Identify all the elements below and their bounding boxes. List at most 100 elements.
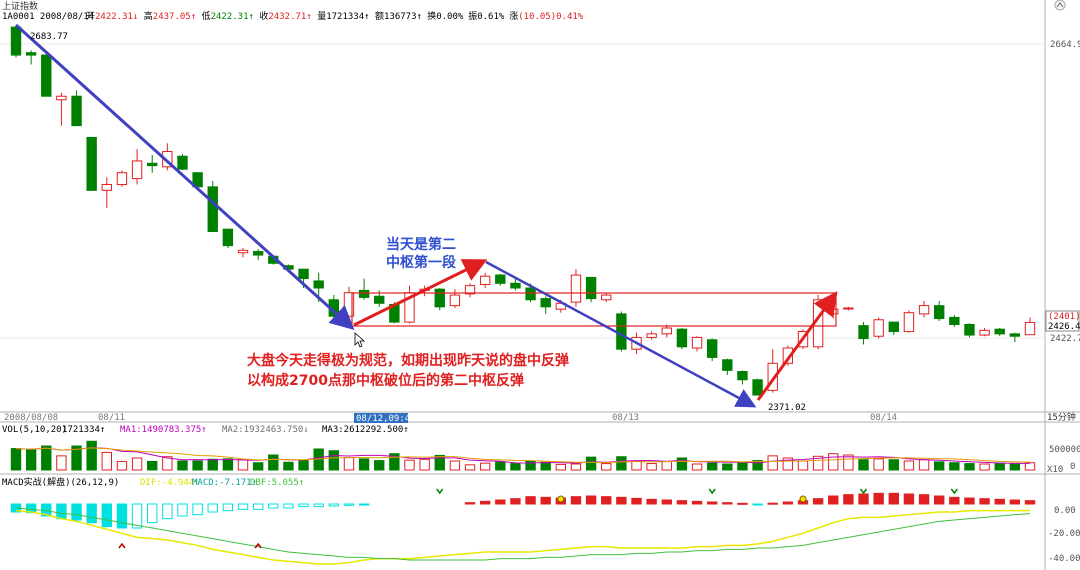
- macd-bar: [313, 503, 324, 508]
- candle-body: [540, 298, 551, 308]
- volume-bar: [737, 461, 748, 471]
- volume-bar: [268, 454, 279, 471]
- macd-legend-dif: DIF:-4.944↑: [140, 478, 200, 488]
- candle-body: [25, 52, 37, 56]
- volume-bar: [525, 460, 536, 471]
- candle-body: [449, 294, 461, 307]
- macd-bar: [298, 503, 309, 508]
- volume-bar: [540, 461, 551, 471]
- vol-tick: 500000: [1049, 445, 1080, 455]
- vol-unit: X10: [1047, 465, 1063, 475]
- volume-bar: [934, 461, 945, 471]
- volume-bar: [328, 450, 340, 471]
- candle-body: [10, 26, 22, 56]
- macd-bar: [358, 503, 370, 506]
- vol-ma2-line: [15, 447, 1031, 464]
- candle-body: [570, 274, 582, 303]
- volume-bar: [10, 448, 22, 471]
- candle-body: [737, 371, 748, 381]
- volume-bar: [479, 462, 491, 471]
- macd-bar: [691, 500, 703, 505]
- x-label-highlight-box: [354, 413, 408, 423]
- volume-bar: [389, 453, 400, 471]
- quote-field-value: (10.05)0.41%: [518, 12, 584, 22]
- macd-bar: [207, 503, 218, 513]
- macd-tick-2: -40.00: [1048, 554, 1080, 564]
- macd-bar: [192, 503, 203, 516]
- volume-bar: [71, 445, 82, 471]
- candle-body: [949, 316, 960, 325]
- candle-body: [177, 155, 188, 170]
- x-label-date-4: 08/14: [870, 413, 897, 423]
- macd-bar: [147, 503, 158, 524]
- volume-bar: [812, 455, 824, 471]
- macd-bar: [979, 498, 990, 505]
- macd-bar: [495, 499, 506, 505]
- volume-bar: [676, 457, 688, 471]
- volume-bar: [192, 460, 203, 471]
- volume-bar: [343, 457, 355, 471]
- macd-bar: [661, 499, 672, 505]
- vol-legend-value: 1721334↑: [62, 425, 105, 435]
- candle-body: [131, 160, 143, 180]
- volume-bar: [843, 454, 854, 471]
- scroll-up-icon[interactable]: [1054, 0, 1066, 11]
- volume-bar: [207, 458, 218, 471]
- x-label-date-3: 08/13: [612, 413, 639, 423]
- macd-bar: [162, 503, 173, 520]
- candle-body: [843, 307, 854, 310]
- macd-bar: [464, 502, 476, 505]
- candle-body: [646, 333, 657, 338]
- price-marker-bottom: 2426.46: [1048, 322, 1080, 332]
- price-marker-top: (2401): [1048, 312, 1080, 322]
- period-label: 15分钟: [1047, 411, 1076, 423]
- quote-field-value: 2422.31↓: [95, 12, 138, 22]
- signal-arrow-icon: [118, 542, 126, 549]
- candles: [10, 26, 1036, 396]
- candle-body: [374, 295, 385, 304]
- macd-bar: [782, 501, 794, 505]
- macd-bar: [812, 498, 824, 505]
- macd-bar: [283, 503, 294, 509]
- quote-field-label: 换: [427, 10, 436, 22]
- index-name: 上证指数: [2, 0, 38, 12]
- candle-body: [479, 275, 491, 285]
- macd-bar: [510, 498, 521, 505]
- candle-body: [994, 328, 1005, 335]
- volume-bar: [419, 458, 430, 471]
- candle-body: [1024, 321, 1036, 336]
- macd-bar: [116, 503, 128, 529]
- candle-body: [147, 162, 158, 167]
- volume-bar: [903, 460, 915, 471]
- candle-body: [585, 276, 597, 300]
- volume-bar: [1009, 463, 1021, 471]
- macd-bar: [631, 497, 642, 505]
- volume-bar: [404, 459, 415, 471]
- macd-bar: [1024, 500, 1036, 505]
- volume-bar: [585, 456, 597, 471]
- mouse-cursor-icon: [354, 332, 366, 348]
- quote-field-label: 额: [375, 10, 384, 22]
- volume-bar: [873, 458, 884, 471]
- candle-body: [1009, 333, 1021, 337]
- volume-bar: [177, 460, 188, 471]
- volume-bar: [722, 463, 733, 471]
- signal-arrow-icon: [436, 488, 444, 495]
- macd-bar: [479, 500, 491, 505]
- volume-bar: [752, 460, 763, 471]
- volume-bar: [706, 462, 718, 471]
- macd-bar: [237, 503, 249, 510]
- vol-legend-ma3: MA3:2612292.500↑: [322, 425, 409, 435]
- macd-bar: [843, 494, 854, 505]
- volume-bar: [918, 459, 930, 471]
- volume-bar: [888, 459, 899, 471]
- candle-body: [979, 329, 990, 336]
- quote-field-value: 2422.31↑: [211, 12, 254, 22]
- volume-bar: [374, 460, 385, 471]
- macd-legend-macd: MACD:-7.171↑: [192, 478, 257, 488]
- signal-arrow-icon: [708, 488, 716, 495]
- candle-body: [434, 288, 445, 308]
- trend-down-arrow-2: [485, 260, 757, 408]
- macd-legend-dbf: DBF:5.055↑: [250, 478, 304, 488]
